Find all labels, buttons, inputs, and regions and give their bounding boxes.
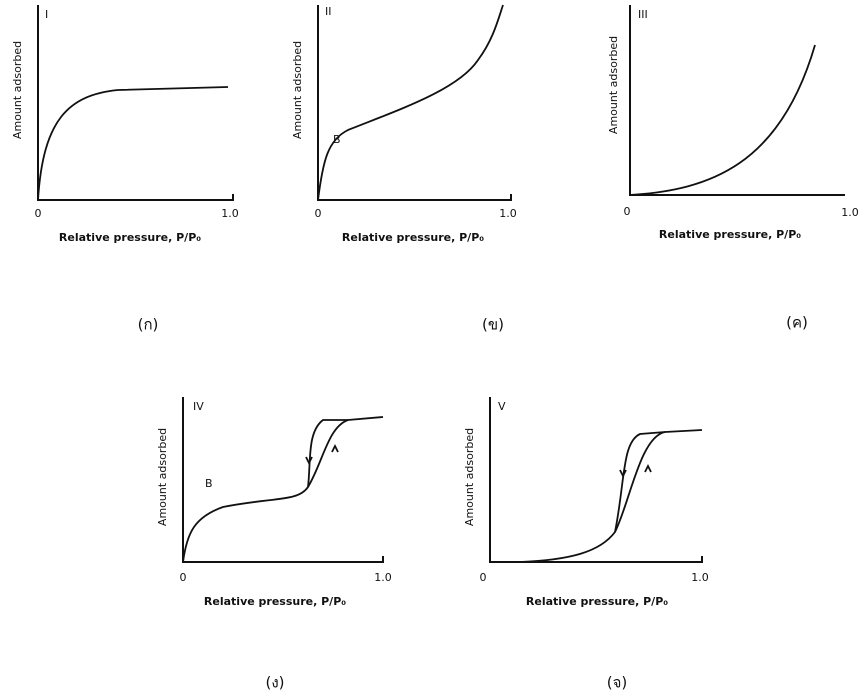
x-label: Relative pressure, P/P₀ bbox=[342, 231, 484, 244]
x-label: Relative pressure, P/P₀ bbox=[59, 231, 201, 244]
adsorption-branch bbox=[519, 429, 703, 563]
panel: V Amount adsorbed 0 1.0 Relative pressur… bbox=[463, 397, 709, 608]
y-label: Amount adsorbed bbox=[11, 41, 24, 139]
y-label: Amount adsorbed bbox=[463, 428, 476, 526]
x-tick: 0 bbox=[624, 205, 631, 218]
y-label: Amount adsorbed bbox=[291, 41, 304, 139]
desorption-branch bbox=[614, 431, 666, 533]
x-label: Relative pressure, P/P₀ bbox=[526, 595, 668, 608]
x-tick: 1.0 bbox=[374, 571, 392, 584]
isotherm bbox=[317, 4, 504, 201]
x-tick: 0 bbox=[180, 571, 187, 584]
caption: (ค) bbox=[786, 314, 808, 332]
y-label: Amount adsorbed bbox=[156, 428, 169, 526]
panel: I Amount adsorbed 0 1.0 Relative pressur… bbox=[11, 5, 239, 244]
point-label: B bbox=[205, 477, 213, 490]
roman: I bbox=[45, 8, 48, 21]
arrows bbox=[305, 443, 339, 466]
x-tick: 0 bbox=[35, 207, 42, 220]
x-tick: 0 bbox=[315, 207, 322, 220]
roman: V bbox=[498, 400, 506, 413]
roman: III bbox=[638, 8, 648, 21]
caption: (ง) bbox=[265, 674, 284, 691]
axes bbox=[629, 5, 845, 196]
isotherm bbox=[37, 86, 229, 201]
axes bbox=[317, 5, 512, 201]
panel: III Amount adsorbed 0 1.0 Relative press… bbox=[607, 5, 859, 241]
axes bbox=[489, 397, 703, 563]
arrows bbox=[619, 463, 652, 479]
caption: (จ) bbox=[607, 674, 628, 691]
panel: IV B Amount adsorbed 0 1.0 Relative pres… bbox=[156, 397, 392, 608]
panel: II B Amount adsorbed 0 1.0 Relative pres… bbox=[291, 4, 517, 244]
axes bbox=[37, 5, 234, 201]
roman: IV bbox=[193, 400, 204, 413]
x-label: Relative pressure, P/P₀ bbox=[659, 228, 801, 241]
axes bbox=[182, 397, 384, 563]
x-tick: 1.0 bbox=[841, 206, 859, 219]
x-label: Relative pressure, P/P₀ bbox=[204, 595, 346, 608]
point-label: B bbox=[333, 133, 341, 146]
desorption-branch bbox=[307, 419, 348, 488]
x-tick: 1.0 bbox=[221, 207, 239, 220]
caption: (ก) bbox=[138, 316, 159, 334]
roman: II bbox=[325, 5, 332, 18]
caption: (ข) bbox=[482, 316, 504, 334]
adsorption-branch bbox=[182, 416, 384, 563]
x-tick: 0 bbox=[480, 571, 487, 584]
isotherm bbox=[629, 44, 816, 196]
x-tick: 1.0 bbox=[499, 207, 517, 220]
x-tick: 1.0 bbox=[691, 571, 709, 584]
y-label: Amount adsorbed bbox=[607, 36, 620, 134]
